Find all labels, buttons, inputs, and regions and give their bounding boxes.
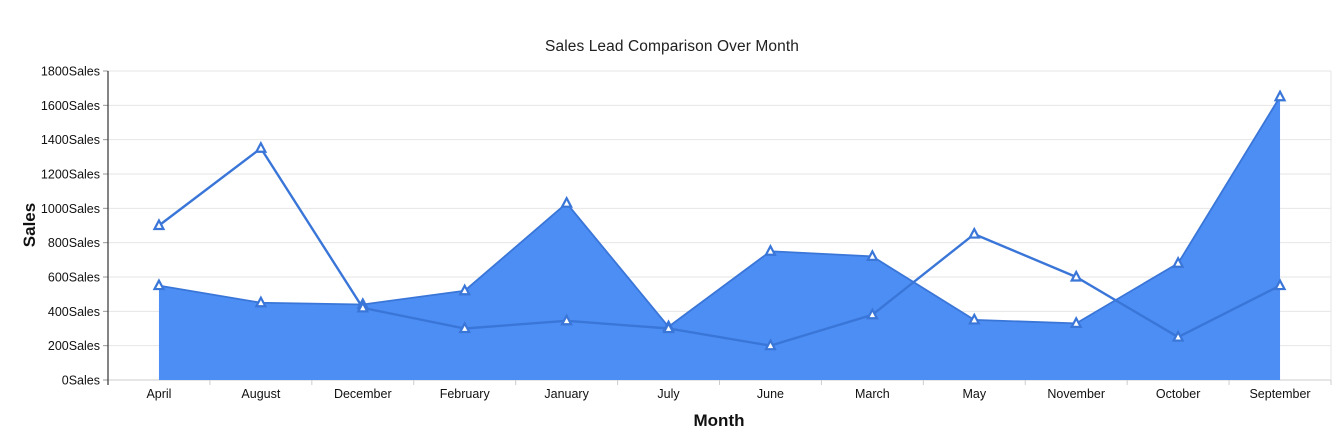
x-tick-label: December	[334, 387, 392, 401]
x-tick-label: November	[1047, 387, 1105, 401]
area-series-point[interactable]	[458, 283, 472, 296]
x-tick-label: October	[1156, 387, 1200, 401]
line-series-point[interactable]	[764, 338, 777, 351]
x-tick-label: January	[544, 387, 589, 401]
area-series-point[interactable]	[764, 243, 777, 256]
area-series-point[interactable]	[967, 312, 981, 325]
line-series-point[interactable]	[458, 321, 472, 334]
y-tick-label: 1800Sales	[41, 65, 100, 79]
line-series-point[interactable]	[967, 226, 981, 239]
line-series-point[interactable]	[254, 140, 268, 153]
area-series-point[interactable]	[1171, 255, 1185, 268]
x-axis-title: Month	[693, 411, 745, 430]
y-tick-label: 1200Sales	[41, 168, 100, 182]
area-series-point[interactable]	[1273, 89, 1287, 102]
x-tick-label: June	[757, 387, 784, 401]
line-series-point[interactable]	[662, 321, 675, 334]
y-tick-label: 1000Sales	[41, 202, 100, 216]
y-tick-label: 1600Sales	[41, 99, 100, 113]
x-tick-label: March	[855, 387, 890, 401]
area-series-point[interactable]	[866, 249, 879, 261]
line-series-point[interactable]	[1069, 269, 1083, 282]
x-tick-label: February	[440, 387, 491, 401]
y-tick-label: 400Sales	[48, 305, 100, 319]
line-series-path[interactable]	[158, 146, 1281, 347]
y-tick-label: 800Sales	[48, 236, 100, 250]
chart-title: Sales Lead Comparison Over Month	[545, 38, 799, 55]
line-series-point[interactable]	[866, 307, 879, 320]
area-series-edge[interactable]	[158, 96, 1281, 329]
x-tick-label: April	[146, 387, 171, 401]
line-series-point[interactable]	[560, 313, 573, 326]
x-tick-label: July	[657, 387, 680, 401]
area-series-point[interactable]	[152, 278, 166, 291]
y-tick-label: 1400Sales	[41, 133, 100, 147]
x-tick-label: May	[962, 387, 986, 401]
area-series-point[interactable]	[1069, 315, 1083, 328]
line-series-point[interactable]	[1171, 329, 1185, 342]
y-tick-label: 0Sales	[62, 374, 100, 388]
y-tick-label: 600Sales	[48, 271, 100, 285]
x-tick-label: August	[241, 387, 280, 401]
line-series-point[interactable]	[152, 218, 166, 231]
line-series-point[interactable]	[356, 300, 370, 313]
area-series-fill[interactable]	[158, 96, 1281, 380]
area-series-point[interactable]	[560, 195, 573, 208]
line-series-point[interactable]	[1273, 278, 1287, 291]
x-tick-label: September	[1249, 387, 1310, 401]
area-series-point[interactable]	[254, 295, 268, 308]
y-tick-label: 200Sales	[48, 339, 100, 353]
